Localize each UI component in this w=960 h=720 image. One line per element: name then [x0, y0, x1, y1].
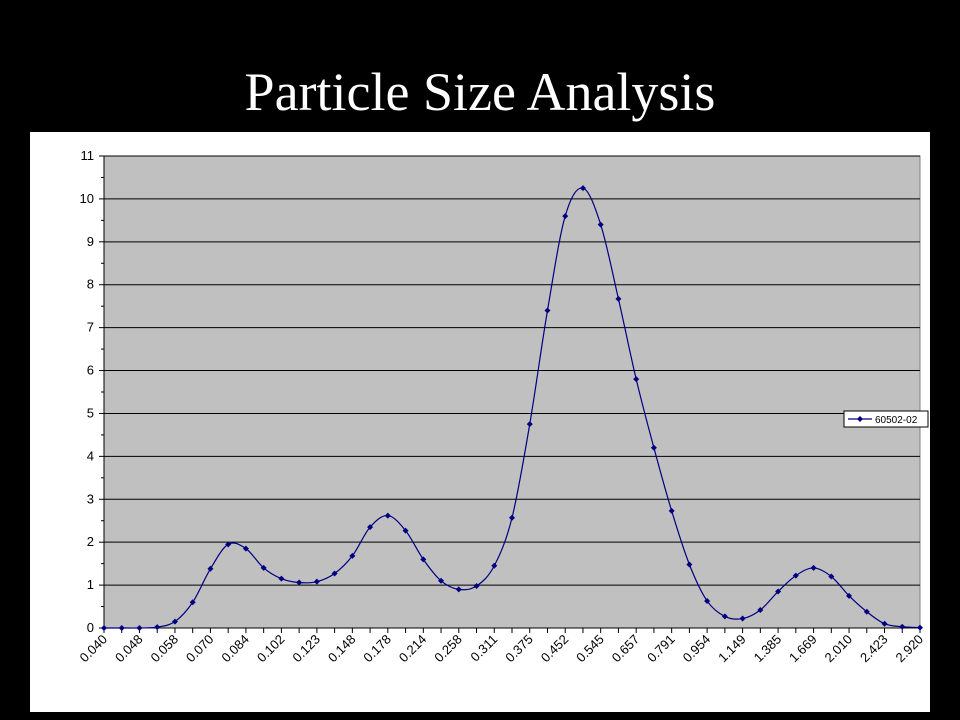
data-point [633, 376, 640, 383]
data-point [775, 588, 782, 595]
data-point [881, 620, 888, 627]
x-tick-label: 0.048 [112, 632, 146, 666]
x-tick-label: 2.920 [893, 632, 927, 666]
x-tick-label: 1.385 [751, 632, 785, 666]
data-point [207, 565, 214, 572]
data-point [615, 295, 622, 302]
data-point [526, 421, 533, 428]
y-tick-label: 10 [80, 191, 94, 206]
data-point [704, 597, 711, 604]
x-tick-label: 0.954 [680, 632, 714, 666]
x-tick-label: 0.791 [644, 632, 678, 666]
x-tick-label: 2.423 [857, 632, 891, 666]
plot-area [103, 155, 921, 629]
data-point [739, 615, 746, 622]
data-point [225, 541, 232, 548]
x-tick-label: 0.452 [538, 632, 572, 666]
y-tick-label: 9 [87, 234, 94, 249]
data-point [544, 307, 551, 314]
data-point [420, 556, 427, 563]
data-point [562, 213, 569, 220]
data-point [899, 623, 906, 630]
x-tick-label: 0.123 [289, 632, 323, 666]
x-tick-label: 0.178 [360, 632, 394, 666]
y-tick-label: 1 [87, 577, 94, 592]
x-tick-label: 0.040 [77, 632, 111, 666]
data-point [509, 514, 515, 521]
data-point [171, 618, 178, 625]
x-tick-label: 0.148 [325, 632, 359, 666]
data-point [367, 524, 374, 531]
data-point [668, 507, 675, 514]
legend-box [843, 410, 929, 428]
legend-swatch-marker [857, 416, 863, 422]
y-tick-label: 2 [87, 534, 94, 549]
legend-label: 60502-02 [875, 415, 918, 426]
x-tick-label: 0.102 [254, 632, 288, 666]
x-tick-label: 0.058 [147, 632, 181, 666]
data-point [101, 625, 107, 631]
x-tick-label: 0.311 [467, 632, 500, 665]
data-point [384, 512, 391, 519]
data-point [863, 608, 870, 615]
data-point [792, 572, 799, 579]
data-point [242, 545, 249, 552]
data-point [491, 562, 498, 569]
data-point [846, 592, 853, 599]
data-point [402, 527, 409, 534]
data-point [296, 579, 303, 586]
x-tick-label: 2.010 [822, 632, 856, 666]
x-tick-label: 0.084 [218, 632, 252, 666]
y-tick-label: 0 [87, 620, 94, 635]
data-point [917, 624, 923, 631]
data-point [597, 221, 604, 228]
slide-title: Particle Size Analysis [244, 62, 716, 122]
x-tick-label: 0.375 [502, 632, 536, 666]
x-tick-label: 0.214 [396, 632, 430, 666]
data-point [154, 624, 161, 631]
y-tick-label: 5 [87, 405, 94, 420]
data-point [686, 561, 693, 568]
y-tick-label: 4 [87, 448, 94, 463]
x-tick-label: 1.149 [715, 632, 749, 666]
y-tick-label: 6 [87, 363, 94, 378]
y-tick-label: 8 [87, 277, 94, 292]
y-tick-label: 7 [87, 320, 94, 335]
data-point [828, 573, 835, 580]
data-point [189, 599, 196, 606]
data-point [136, 625, 143, 631]
x-tick-label: 0.258 [431, 632, 465, 666]
data-point [473, 582, 480, 589]
data-point [278, 575, 285, 582]
x-tick-label: 0.070 [183, 632, 217, 666]
x-tick-label: 0.545 [573, 632, 607, 666]
x-tick-label: 1.669 [786, 632, 820, 666]
data-point [721, 613, 728, 620]
x-tick-label: 0.657 [609, 632, 643, 666]
data-point [118, 625, 125, 631]
y-tick-label: 11 [81, 148, 95, 163]
data-point [810, 564, 817, 571]
data-point [331, 570, 338, 577]
data-point [579, 185, 586, 192]
data-point [438, 577, 445, 584]
chart-panel: 0 1 2 3 4 5 6 7 8 9 10 11 0.040 0.048 0.058 0.070 0.084 0… [30, 132, 930, 712]
data-point [455, 586, 462, 593]
y-tick-label: 3 [87, 491, 94, 506]
data-point [757, 606, 764, 613]
data-point [650, 444, 657, 451]
data-point [260, 564, 267, 571]
data-point [313, 578, 320, 585]
data-point [349, 552, 356, 559]
